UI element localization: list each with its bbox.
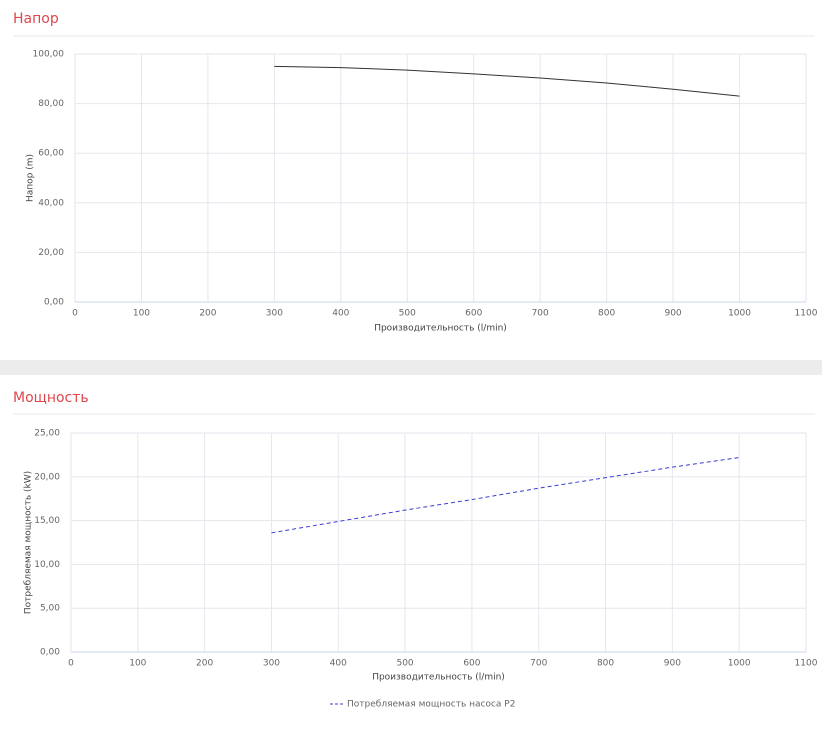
y-tick-label: 15,00 [34,516,60,526]
x-tick-label: 300 [263,659,280,669]
y-tick-label: 60,00 [38,149,64,159]
y-tick-label: 5,00 [40,604,60,614]
section-separator [0,360,822,375]
y-tick-label: 0,00 [40,648,60,658]
section-title: Мощность [13,390,89,406]
x-tick-label: 1100 [795,659,818,669]
x-tick-label: 1100 [795,309,818,319]
x-tick-label: 100 [129,659,146,669]
x-tick-label: 200 [199,309,216,319]
y-tick-label: 10,00 [34,560,60,570]
x-tick-label: 1000 [728,309,751,319]
x-tick-label: 600 [463,659,480,669]
x-tick-label: 600 [465,309,482,319]
x-tick-label: 900 [664,309,681,319]
y-tick-label: 20,00 [38,248,64,258]
x-tick-label: 500 [399,309,416,319]
data-line [274,65,740,97]
data-line [271,457,740,534]
x-tick-label: 800 [597,659,614,669]
y-tick-label: 40,00 [38,198,64,208]
legend-label: Потребляемая мощность насоса P2 [347,700,515,710]
x-tick-label: 100 [133,309,150,319]
x-tick-label: 400 [332,309,349,319]
y-tick-label: 80,00 [38,99,64,109]
x-axis-title: Производительность (l/min) [372,673,505,683]
y-tick-label: 25,00 [34,429,60,439]
x-tick-label: 700 [530,659,547,669]
y-tick-label: 20,00 [34,472,60,482]
y-axis-title: Напор (m) [26,154,36,202]
section-title: Напор [13,11,59,27]
x-tick-label: 800 [598,309,615,319]
x-tick-label: 700 [532,309,549,319]
x-tick-label: 0 [68,659,74,669]
x-tick-label: 0 [72,309,78,319]
y-axis-title: Потребляемая мощность (kW) [24,471,34,614]
y-tick-label: 100,00 [33,50,65,60]
x-tick-label: 200 [196,659,213,669]
x-tick-label: 400 [330,659,347,669]
x-tick-label: 900 [664,659,681,669]
x-tick-label: 500 [396,659,413,669]
x-tick-label: 300 [266,309,283,319]
x-tick-label: 1000 [728,659,751,669]
y-tick-label: 0,00 [44,298,64,308]
x-axis-title: Производительность (l/min) [374,324,507,334]
